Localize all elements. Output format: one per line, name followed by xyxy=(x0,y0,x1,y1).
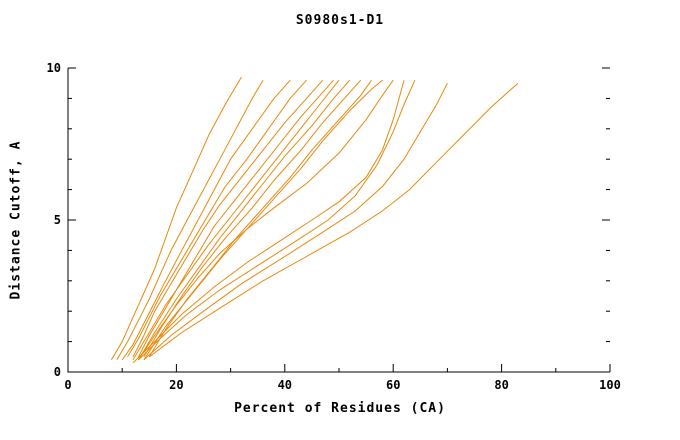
x-tick-label: 40 xyxy=(278,378,292,392)
y-tick-label: 10 xyxy=(47,61,61,75)
axes xyxy=(67,68,610,373)
model-curve-model-04 xyxy=(127,79,307,358)
x-axis-label: Percent of Residues (CA) xyxy=(234,401,446,416)
x-tick-label: 80 xyxy=(494,378,508,392)
plot-title: S0980s1-D1 xyxy=(295,13,385,28)
y-axis-label: Distance Cutoff, A xyxy=(8,140,24,300)
y-tick-label: 5 xyxy=(54,213,61,227)
model-curve-model-01 xyxy=(110,76,242,361)
model-curve-model-15 xyxy=(143,82,448,361)
model-curve-model-05 xyxy=(132,79,324,358)
x-tick-label: 60 xyxy=(386,378,400,392)
y-tick-label: 0 xyxy=(54,365,61,379)
model-curve-model-08 xyxy=(138,79,351,361)
model-curve-model-03 xyxy=(121,79,291,361)
model-curve-model-02 xyxy=(116,79,264,361)
model-curve-model-06 xyxy=(138,79,334,358)
model-curve-model-09 xyxy=(143,79,362,358)
x-tick-label: 100 xyxy=(599,378,621,392)
model-curve-model-12 xyxy=(138,79,394,361)
model-curve-model-14 xyxy=(138,79,416,361)
x-tick-label: 0 xyxy=(64,378,71,392)
model-curve-model-13 xyxy=(132,80,405,364)
model-curve-model-11 xyxy=(143,79,383,361)
x-tick-label: 20 xyxy=(169,378,183,392)
model-curve-model-07 xyxy=(132,79,340,361)
model-curve-model-16 xyxy=(149,82,519,358)
